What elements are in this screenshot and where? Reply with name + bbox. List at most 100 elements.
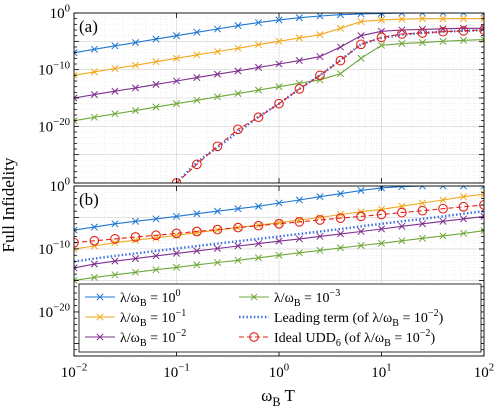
data-point-udd [417, 28, 428, 38]
data-point-l1 [439, 196, 447, 204]
data-point-l0 [418, 186, 427, 190]
data-point-l0 [90, 45, 98, 53]
data-point-l3 [152, 103, 160, 111]
data-point-l1 [90, 242, 98, 250]
data-point-l0 [336, 190, 345, 198]
data-point-l1 [172, 54, 181, 62]
data-point-l0 [295, 14, 303, 22]
data-point-l1 [377, 205, 386, 213]
legend-label-l3: λ/ωB​ = 10−3​ [274, 288, 340, 309]
data-point-udd [397, 29, 407, 39]
data-point-l0 [90, 223, 98, 231]
data-point-l2 [193, 247, 201, 255]
data-point-l3 [275, 251, 283, 259]
legend-marker-l3 [250, 293, 258, 301]
data-point-l0 [275, 16, 283, 24]
data-point-l1 [480, 15, 484, 23]
data-point-l3 [131, 268, 140, 276]
data-point-l3 [131, 107, 140, 115]
data-point-l1 [193, 51, 201, 59]
data-point-l0 [357, 186, 365, 194]
data-point-l0 [316, 13, 324, 20]
y-tick-label: 10−10​ [38, 239, 70, 258]
data-point-l2 [152, 252, 160, 260]
data-point-l3 [295, 249, 303, 257]
data-point-l2 [439, 25, 447, 33]
data-point-l0 [152, 35, 160, 43]
data-point-udd [212, 224, 223, 235]
data-point-l0 [213, 25, 222, 33]
data-point-l3 [336, 244, 345, 252]
data-point-l3 [377, 41, 386, 49]
data-point-l3 [234, 90, 242, 98]
legend-label-l1: λ/ωB​ = 10−1​ [120, 308, 186, 329]
y-tick-label: 10−10​ [38, 59, 70, 78]
data-point-udd [89, 235, 100, 246]
data-point-udd [356, 211, 366, 222]
data-point-l1 [254, 41, 263, 49]
data-point-l2 [295, 57, 303, 65]
data-point-l0 [439, 13, 447, 17]
data-point-l2 [111, 257, 119, 265]
data-point-l2 [172, 77, 181, 85]
data-point-l3 [193, 96, 201, 104]
data-point-l3 [275, 83, 283, 91]
data-point-l1 [131, 61, 140, 69]
data-point-l3 [398, 40, 406, 48]
legend-label-l0: λ/ωB​ = 100​ [120, 288, 181, 309]
data-point-l0 [234, 205, 242, 213]
data-point-l1 [377, 16, 386, 24]
data-point-udd [335, 55, 346, 66]
data-point-udd [376, 209, 387, 220]
data-point-l0 [234, 22, 242, 30]
data-point-udd [130, 232, 141, 242]
data-point-l2 [254, 63, 263, 71]
x-axis-label: ωB​ T [261, 386, 295, 409]
data-point-l2 [336, 43, 345, 51]
panel-label: (a) [79, 17, 98, 36]
legend-marker-udd [249, 332, 259, 342]
data-point-udd [151, 230, 161, 241]
data-point-l2 [398, 222, 406, 230]
data-point-udd [192, 159, 202, 170]
data-point-l3 [111, 271, 119, 279]
data-point-l0 [111, 220, 119, 228]
data-point-l2 [295, 235, 303, 243]
data-point-l1 [295, 34, 303, 42]
data-point-l2 [193, 74, 201, 82]
data-point-l2 [111, 87, 119, 95]
data-point-l0 [398, 186, 406, 191]
data-point-l3 [90, 113, 98, 121]
data-point-l3 [418, 39, 427, 47]
data-point-udd [294, 217, 305, 227]
data-point-l2 [275, 60, 283, 68]
data-point-l2 [74, 264, 78, 272]
data-point-l1 [316, 31, 324, 39]
data-point-l3 [459, 229, 468, 237]
x-tick-label: 100​ [269, 362, 289, 381]
data-point-l2 [357, 227, 365, 236]
data-point-l3 [398, 237, 406, 245]
legend: λ/ωB​ = 100​ λ/ωB​ = 10−3​ λ/ωB​ = 10−1​ Le… [78, 283, 482, 353]
data-point-l1 [275, 219, 283, 227]
y-tick-label: 10−20​ [38, 302, 70, 321]
data-point-udd [233, 222, 243, 233]
data-point-l2 [336, 230, 345, 238]
data-point-l0 [254, 19, 263, 27]
data-point-udd [253, 112, 264, 123]
data-point-udd [192, 226, 202, 237]
data-point-l3 [439, 37, 447, 45]
legend-marker-l1 [96, 313, 104, 321]
series-line-udd [176, 29, 484, 183]
data-point-l0 [316, 193, 324, 201]
data-point-udd [315, 215, 325, 225]
data-point-l1 [90, 68, 98, 76]
data-point-udd [315, 70, 325, 81]
data-point-l0 [131, 217, 140, 225]
data-point-l1 [418, 199, 427, 207]
data-point-l0 [357, 13, 365, 18]
data-point-l3 [74, 117, 78, 125]
data-point-l1 [398, 15, 406, 23]
data-point-l2 [316, 232, 324, 240]
data-point-udd [171, 228, 182, 239]
